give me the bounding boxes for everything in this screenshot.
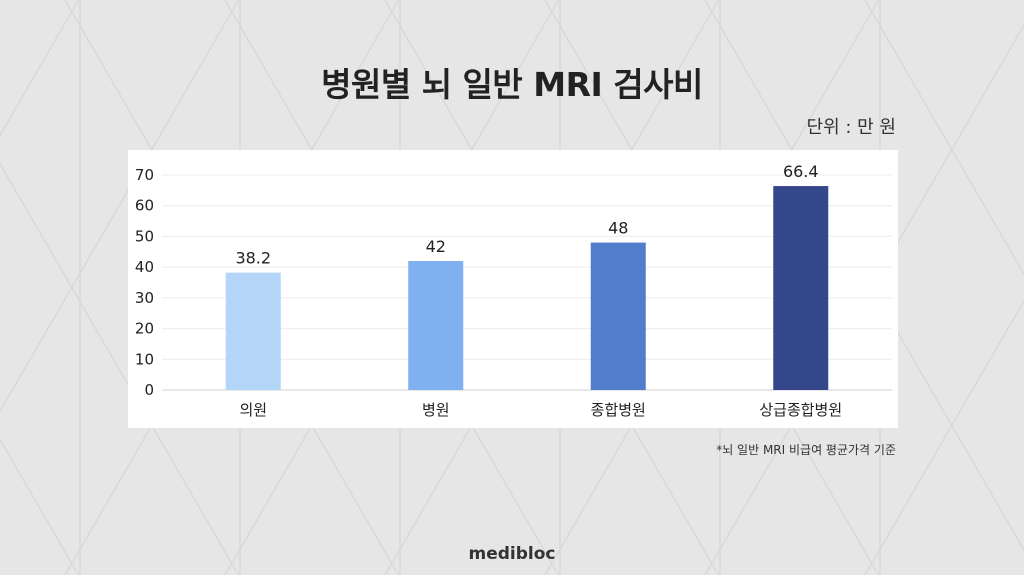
chart-panel: 0 10 20 30 40 50 60 70 38.2 42 48 66.4 의원 병원 종합병원 상급종… (128, 150, 898, 428)
data-label: 42 (426, 237, 446, 256)
bar (773, 186, 829, 390)
category-label: 종합병원 (591, 401, 646, 419)
x-axis: 의원 병원 종합병원 상급종합병원 (239, 401, 842, 419)
data-label: 38.2 (235, 249, 271, 268)
bar-chart: 0 10 20 30 40 50 60 70 38.2 42 48 66.4 의원 병원 종합병원 상급종… (135, 162, 892, 419)
y-tick-label: 50 (135, 227, 154, 245)
bar (408, 261, 464, 390)
footnote: *뇌 일반 MRI 비급여 평균가격 기준 (716, 443, 896, 457)
y-tick-label: 40 (135, 258, 154, 276)
category-label: 병원 (422, 401, 450, 419)
y-tick-label: 30 (135, 289, 154, 307)
category-label: 의원 (239, 401, 267, 419)
bar (225, 272, 281, 390)
data-label: 48 (608, 219, 628, 238)
data-labels: 38.2 42 48 66.4 (235, 162, 818, 268)
page-title: 병원별 뇌 일반 MRI 검사비 (321, 65, 703, 104)
category-label: 상급종합병원 (759, 401, 842, 419)
brand-logo: medibloc (468, 544, 556, 564)
y-axis: 0 10 20 30 40 50 60 70 (135, 166, 154, 399)
bars (225, 186, 829, 390)
y-tick-label: 20 (135, 320, 154, 338)
unit-label: 단위 : 만 원 (806, 117, 896, 138)
y-tick-label: 60 (135, 197, 154, 215)
grid-lines (162, 174, 892, 391)
y-tick-label: 10 (135, 350, 154, 368)
y-tick-label: 0 (144, 381, 154, 399)
data-label: 66.4 (783, 162, 819, 181)
bar (590, 242, 646, 390)
y-tick-label: 70 (135, 166, 154, 184)
